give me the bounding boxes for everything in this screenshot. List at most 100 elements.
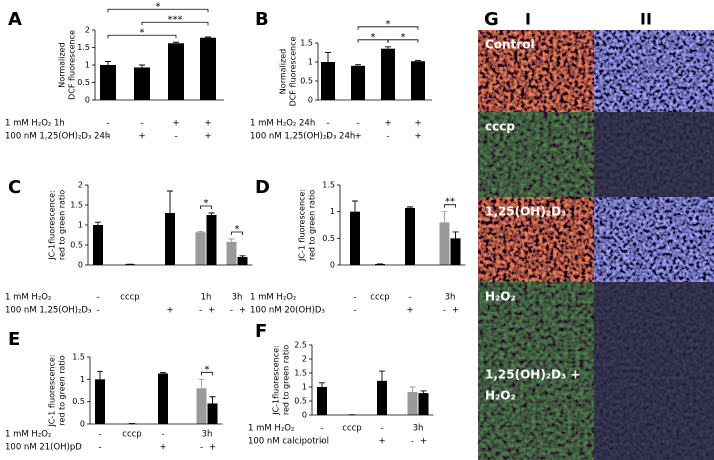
significance-bracket — [107, 8, 209, 13]
treatment-mark: + — [166, 306, 173, 316]
treatment-mark: + — [208, 306, 215, 316]
y-axis-label: JC-1fluorescence: — [48, 190, 57, 261]
y-tick-label: 1 — [302, 383, 307, 392]
y-tick-label: 1 — [85, 61, 90, 70]
error-bar — [385, 46, 391, 49]
bar — [375, 263, 385, 265]
panel-letter: E — [8, 329, 20, 350]
y-tick-label: 0.5 — [72, 397, 85, 406]
error-bar — [409, 386, 416, 393]
treatment-mark: cccp — [342, 424, 361, 434]
y-axis-label: DCF fluorescence — [68, 30, 77, 100]
y-axis-label: red to green ratio — [282, 345, 291, 415]
micrograph — [478, 197, 594, 282]
error-bar — [139, 64, 145, 68]
bar — [439, 222, 450, 265]
bar — [196, 388, 207, 424]
bar — [100, 65, 116, 100]
treatment-mark: - — [200, 443, 203, 453]
treatment-label: 100 nM 1,25(OH)₂D₃ 24h — [250, 132, 355, 142]
treatment-mark: + — [378, 437, 385, 447]
treatment-mark: + — [172, 119, 179, 129]
y-tick-label: 0.5 — [70, 241, 83, 250]
micrograph-label: cccp — [485, 120, 515, 134]
y-tick-label: 1.5 — [77, 43, 90, 52]
y-axis-label: DCF fluorescence — [289, 37, 298, 107]
y-axis-label: JC-1fluorescence: — [272, 345, 281, 416]
micrograph — [478, 30, 594, 112]
treatment-mark: - — [353, 306, 356, 316]
y-axis-label: red to green ratio — [58, 190, 67, 260]
treatment-mark: cccp — [120, 293, 139, 303]
y-axis-label: JC-1 fluorescence: — [298, 189, 307, 262]
error-bar — [228, 238, 235, 242]
treatment-label: 100 nM 1,25(OH)₂D₃ — [5, 306, 91, 316]
bar — [237, 257, 248, 265]
treatment-label: 1 mM H₂O₂ — [5, 293, 51, 303]
bar — [350, 211, 360, 265]
bar — [381, 48, 395, 100]
treatment-mark: - — [356, 119, 359, 129]
treatment-mark: + — [414, 119, 421, 129]
bar — [206, 215, 217, 265]
error-bar — [415, 60, 421, 62]
y-axis-label: JC-1 fluorescence: — [48, 354, 57, 427]
significance-label: * — [205, 364, 210, 375]
treatment-mark: - — [326, 132, 329, 142]
treatment-label: 100 nM 20(OH)D₃ — [250, 306, 325, 316]
y-tick-label: 0 — [78, 261, 83, 270]
y-tick-label: 0 — [85, 96, 90, 105]
micrograph — [594, 282, 714, 360]
treatment-label: 1 mM H₂O₂ — [250, 293, 296, 303]
y-tick-label: 2 — [78, 181, 83, 190]
panel-letter: C — [8, 177, 21, 198]
treatment-mark: + — [204, 132, 211, 142]
y-tick-label: 0 — [80, 420, 85, 429]
error-bar — [167, 190, 173, 213]
treatment-mark: + — [204, 119, 211, 129]
y-tick-label: 1 — [80, 375, 85, 384]
y-tick-label: 1 — [308, 58, 313, 67]
treatment-mark: + — [414, 132, 421, 142]
treatment-label: 100 nM calcipotriol — [248, 437, 329, 447]
bar — [93, 225, 103, 265]
treatment-mark: - — [353, 293, 356, 303]
y-tick-label: 1.5 — [294, 369, 307, 378]
treatment-mark: + — [420, 437, 427, 447]
significance-label: * — [401, 32, 406, 43]
treatment-label: 1 mM H₂O₂ 1h — [5, 119, 65, 129]
error-bar — [208, 212, 215, 215]
bar — [134, 67, 150, 100]
error-bar — [441, 211, 448, 223]
treatment-mark: + — [159, 443, 166, 453]
error-bar — [352, 200, 358, 212]
panel-letter: G — [484, 9, 499, 30]
treatment-mark: + — [406, 306, 413, 316]
treatment-mark: - — [411, 437, 414, 447]
column-header: II — [640, 10, 652, 29]
treatment-mark: 3h — [232, 293, 243, 303]
treatment-mark: + — [384, 119, 391, 129]
treatment-mark: - — [326, 119, 329, 129]
y-tick-label: 0.5 — [300, 77, 313, 86]
y-tick-label: 2 — [302, 355, 307, 364]
treatment-label: 100 nM 21(OH)pD — [5, 443, 82, 453]
treatment-mark: - — [320, 437, 323, 447]
panel-letter: D — [255, 177, 270, 198]
significance-label: * — [140, 27, 145, 38]
y-axis-label: Normalized — [58, 42, 67, 87]
treatment-mark: - — [320, 424, 323, 434]
significance-label: * — [386, 19, 391, 30]
significance-bracket — [200, 205, 212, 209]
treatment-label: 1 mM H₂O₂ 24h — [250, 119, 315, 129]
bar — [351, 65, 365, 100]
error-bar — [325, 52, 331, 62]
bar — [207, 403, 218, 424]
significance-label: * — [235, 224, 240, 235]
treatment-mark: - — [106, 132, 109, 142]
treatment-mark: - — [230, 306, 233, 316]
error-bar — [173, 41, 179, 44]
y-axis-label: red to green ratio — [308, 190, 317, 260]
